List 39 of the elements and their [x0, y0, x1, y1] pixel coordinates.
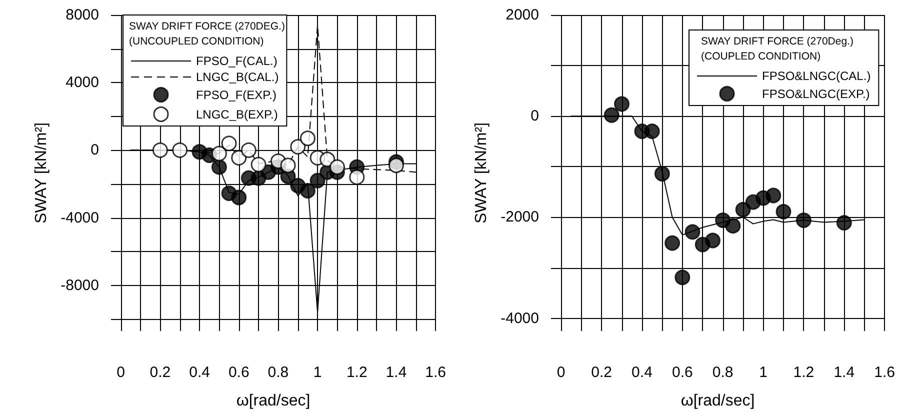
x-tick-label: 0.8 — [712, 364, 734, 381]
x-tick-label: 0 — [116, 364, 126, 381]
legend-label: FPSO&LNGC(CAL.) — [762, 69, 871, 83]
legend-label: FPSO_F(CAL.) — [196, 54, 278, 68]
x-tick-label: 0.6 — [228, 364, 250, 381]
x-tick-label: 1 — [759, 364, 768, 381]
legend-label: FPSO&LNGC(EXP.) — [762, 86, 870, 101]
x-tick-label: 0.4 — [189, 364, 210, 381]
x-tick-label: 1.2 — [346, 364, 368, 381]
x-tick-label: 0.4 — [632, 364, 652, 381]
legend-label: FPSO_F(EXP.) — [196, 88, 276, 102]
legend-label: LNGC_B(CAL.) — [196, 70, 279, 84]
y-axis-title: SWAY [kN/m²] — [33, 122, 50, 224]
x-tick-label: 0.8 — [268, 364, 289, 381]
x-tick-label: 1.4 — [834, 364, 855, 381]
y-tick-label: -2000 — [500, 208, 539, 226]
x-tick-label: 0.6 — [672, 364, 693, 381]
y-tick-label: -8000 — [60, 276, 99, 294]
y-tick-label: 8000 — [66, 6, 99, 24]
y-tick-label: 0 — [530, 108, 539, 125]
x-tick-label: 0 — [556, 364, 566, 381]
y-tick-label: 2000 — [506, 6, 539, 24]
y-tick-label: 0 — [90, 142, 99, 159]
y-tick-label: 4000 — [66, 74, 99, 92]
x-axis-title: ω[rad/sec] — [236, 392, 310, 410]
legend-title: SWAY DRIFT FORCE (270DEG.) (UNCOUPLED CONDITION) — [129, 20, 288, 48]
x-tick-label: 1.6 — [425, 364, 446, 381]
x-tick-label: 1.2 — [793, 364, 814, 381]
y-tick-label: -4000 — [500, 310, 539, 327]
x-tick-label: 1 — [313, 364, 322, 381]
y-tick-label: -4000 — [60, 209, 99, 226]
legend-title: SWAY DRIFT FORCE (270Deg.) (COUPLED CONDITION) — [701, 36, 856, 62]
legend-label: LNGC_B(EXP.) — [196, 107, 278, 122]
x-tick-label: 0.2 — [150, 364, 171, 381]
y-axis-title: SWAY [kN/m²] — [473, 122, 490, 224]
x-tick-label: 0.2 — [591, 364, 612, 381]
x-tick-label: 1.6 — [874, 364, 896, 381]
x-tick-label: 1.4 — [386, 364, 407, 381]
x-axis-title: ω[rad/sec] — [680, 392, 755, 410]
